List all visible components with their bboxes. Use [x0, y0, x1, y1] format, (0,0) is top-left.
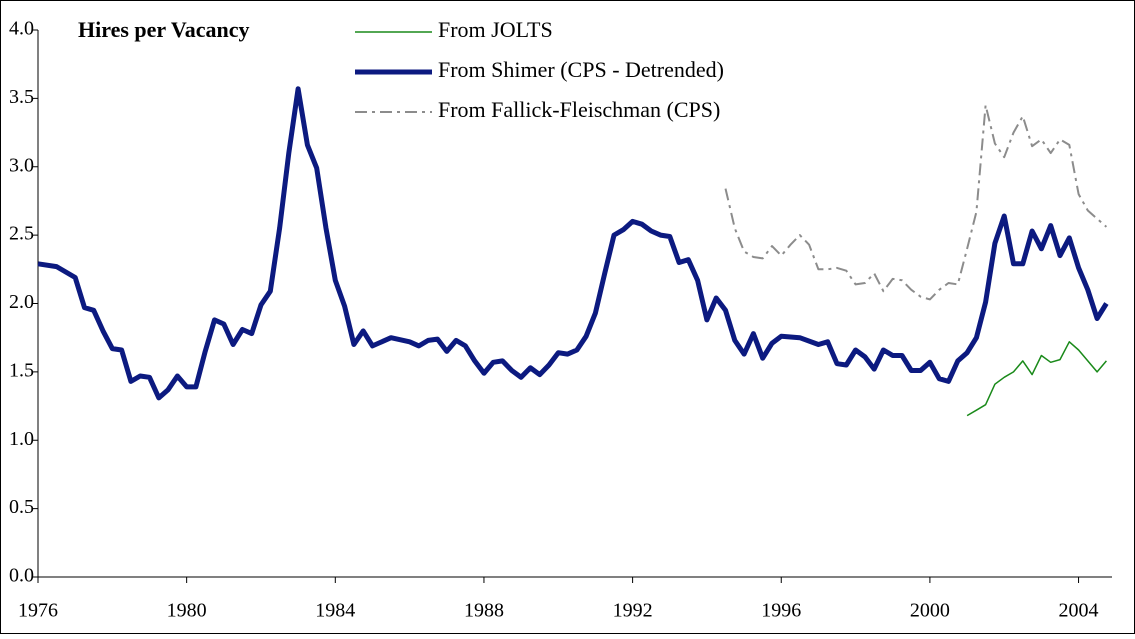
x-tick-label: 1988: [464, 600, 504, 622]
x-tick-label: 1984: [315, 600, 355, 622]
y-tick-label: 2.0: [9, 291, 34, 313]
y-tick-label: 3.0: [9, 154, 34, 176]
chart-title: Hires per Vacancy: [78, 17, 250, 42]
y-tick-label: 1.5: [9, 359, 34, 381]
x-tick-label: 1996: [761, 600, 801, 622]
legend-label: From JOLTS: [438, 17, 553, 42]
x-tick-label: 1980: [167, 600, 207, 622]
x-tick-label: 2000: [910, 600, 950, 622]
x-tick-label: 1976: [18, 600, 58, 622]
x-tick-label: 2004: [1059, 600, 1099, 622]
y-tick-label: 2.5: [9, 223, 34, 245]
y-tick-label: 3.5: [9, 86, 34, 108]
series-line: [37, 86, 1109, 401]
y-tick-label: 1.0: [9, 428, 34, 450]
y-tick-label: 0.5: [9, 496, 34, 518]
x-tick-label: 1992: [613, 600, 653, 622]
y-tick-label: 0.0: [9, 565, 34, 587]
legend-label: From Fallick-Fleischman (CPS): [438, 97, 720, 122]
y-tick-label: 4.0: [9, 18, 34, 40]
legend-label: From Shimer (CPS - Detrended): [438, 57, 724, 82]
series-line: [966, 341, 1107, 417]
series-line: [724, 104, 1108, 301]
